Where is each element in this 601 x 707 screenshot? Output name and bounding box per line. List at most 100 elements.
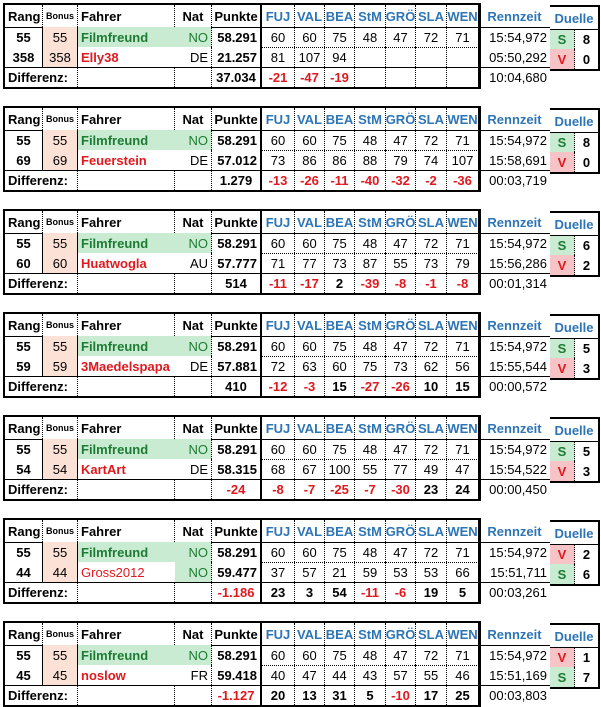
driver-stage-score: 73 [262,150,295,170]
driver-stage-score: 60 [295,439,325,459]
driver-nat: NO [175,542,212,562]
duel-result-badge: V [550,152,575,172]
driver-stage-score: 72 [416,233,447,253]
driver-name[interactable]: KartArt [81,461,126,477]
driver-name[interactable]: Elly38 [81,49,119,65]
header-stage-2: BEA [325,5,355,27]
diff-stage: -27 [355,377,386,396]
driver-stage-score [386,47,416,67]
driver-name[interactable]: Huatwogla [81,255,147,271]
duel-count: 3 [582,463,591,479]
header-stage-4: GRÖ [386,5,416,27]
diff-label: Differenz: [5,480,78,499]
driver-name[interactable]: Filmfreund [78,439,175,459]
driver-stage-score: 57 [295,562,325,582]
duel-result-badge: S [550,235,575,255]
driver-stage-score: 47 [447,459,479,479]
header-stage-6: WEN [447,5,479,27]
header-stage-0: FUJ [262,520,295,542]
divider [5,376,550,377]
driver-name[interactable]: Filmfreund [78,645,175,665]
duel-count: 6 [582,237,591,253]
header-punkte: Punkte [212,623,262,645]
header-bonus: Bonus [43,5,78,27]
driver-stage-score: 47 [386,130,416,150]
driver-name[interactable]: Filmfreund [78,130,175,150]
diff-stage: -1 [416,274,447,293]
header-stage-0: FUJ [262,108,295,130]
divider [5,542,550,543]
driver-stage-score: 60 [262,27,295,47]
driver-name[interactable]: Filmfreund [78,233,175,253]
diff-stage: -21 [262,68,295,87]
header-bonus: Bonus [43,108,78,130]
header-fahrer: Fahrer [78,211,175,233]
driver-nat: DE [175,356,212,376]
driver-stage-score: 75 [325,233,355,253]
driver-name[interactable]: Filmfreund [78,542,175,562]
divider [5,67,550,68]
driver-stage-score: 75 [325,336,355,356]
duel-count: 6 [582,566,591,582]
driver-nat: NO [175,645,212,665]
header-stage-2: BEA [325,623,355,645]
header-stage-6: WEN [447,108,479,130]
diff-empty [78,274,175,293]
divider [5,336,550,337]
driver-bonus: 55 [43,336,78,356]
driver-stage-score: 72 [416,336,447,356]
driver-rang: 45 [5,665,43,685]
diff-stage: 24 [447,480,479,499]
comparison-block: Rang Bonus Fahrer Nat Punkte FUJ VAL BEA StM GRÖ S… [3,209,600,295]
driver-stage-score: 66 [447,562,479,582]
driver-name[interactable]: Gross2012 [81,564,145,580]
driver-stage-score: 75 [325,542,355,562]
diff-empty [175,480,212,499]
driver-nat: NO [175,233,212,253]
driver-rennzeit: 15:54,972 [489,441,547,457]
header-duelle: Duelle [554,525,594,541]
diff-stage [386,68,416,87]
driver-stage-score: 75 [325,27,355,47]
duelle-box: Duelle S 8 V 0 [550,108,600,174]
diff-rennzeit: 00:01,314 [489,276,547,291]
header-rang: Rang [5,623,43,645]
driver-stage-score: 60 [325,356,355,376]
header-fahrer: Fahrer [78,314,175,336]
diff-stage: -12 [262,377,295,396]
diff-punkte: 1.279 [212,171,262,190]
driver-stage-score: 75 [325,130,355,150]
header-stage-6: WEN [447,623,479,645]
header-stage-0: FUJ [262,623,295,645]
header-stage-0: FUJ [262,211,295,233]
header-rennzeit: Rennzeit [487,626,542,642]
diff-stage: -3 [295,377,325,396]
driver-stage-score: 73 [416,253,447,273]
duel-result-badge: S [550,441,575,461]
driver-rang: 358 [5,47,43,67]
header-punkte: Punkte [212,417,262,439]
header-stage-2: BEA [325,314,355,336]
duel-count: 8 [582,134,591,150]
driver-stage-score: 21 [325,562,355,582]
driver-rennzeit: 15:54,972 [489,338,547,354]
driver-stage-score: 81 [262,47,295,67]
driver-name[interactable]: Feuerstein [81,152,147,168]
duel-count: 2 [582,257,591,273]
driver-name[interactable]: Filmfreund [78,336,175,356]
driver-name[interactable]: 3Maedelspapa [81,358,170,374]
driver-stage-score: 55 [416,665,447,685]
diff-stage: -11 [355,583,386,602]
driver-stage-score: 60 [262,130,295,150]
driver-name[interactable]: noslow [81,667,126,683]
driver-stage-score: 48 [355,27,386,47]
header-stage-2: BEA [325,520,355,542]
driver-name[interactable]: Filmfreund [78,27,175,47]
driver-stage-score: 57 [386,665,416,685]
divider [5,233,550,234]
driver-stage-score: 71 [447,233,479,253]
header-stage-6: WEN [447,211,479,233]
driver-bonus: 55 [43,233,78,253]
diff-rennzeit: 10:04,680 [489,70,547,85]
duel-result-badge: S [550,338,575,358]
